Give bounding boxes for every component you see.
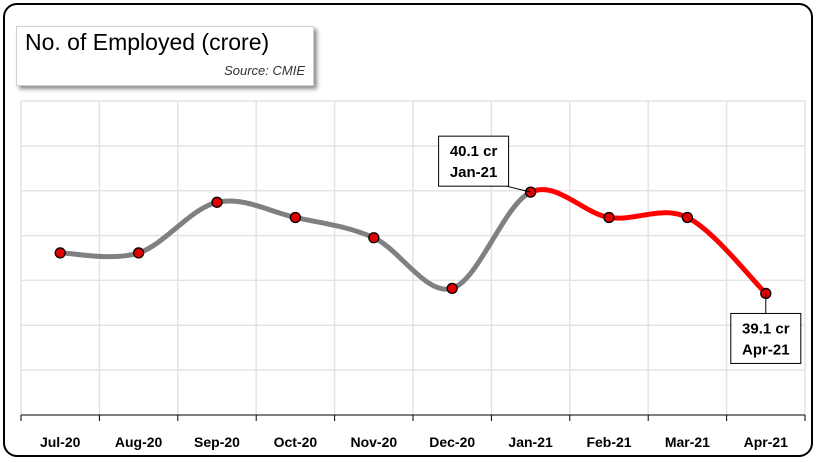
title-box: No. of Employed (crore) Source: CMIE [16, 26, 314, 86]
line-chart: Jul-20 Aug-20 Sep-20 Oct-20 Nov-20 Dec-20 Jan-… [20, 100, 806, 450]
chart-source: Source: CMIE [224, 63, 305, 78]
x-tick-label: Mar-21 [665, 434, 710, 450]
data-point [132, 247, 145, 259]
x-tick-label: Aug-20 [115, 434, 163, 450]
x-tick-label: Jul-20 [40, 434, 81, 450]
data-point [446, 282, 458, 295]
data-callout: 40.1 cr Jan-21 [438, 135, 531, 193]
data-point [681, 211, 694, 224]
callout-box [730, 312, 802, 364]
callout-label: Jan-21 [450, 164, 498, 181]
series-line-after [528, 187, 769, 296]
data-point [211, 196, 223, 208]
callout-label: 39.1 cr [742, 320, 790, 337]
callout-label: 40.1 cr [450, 143, 498, 160]
x-tick-label: Jan-21 [508, 434, 553, 450]
data-point [289, 211, 302, 224]
x-tick-label: Apr-21 [744, 434, 789, 450]
data-point [603, 211, 615, 224]
x-tick-label: Oct-20 [274, 434, 318, 450]
x-tick-label: Nov-20 [350, 434, 397, 450]
data-callout: 39.1 cr Apr-21 [730, 293, 802, 364]
chart-frame: Jul-20 Aug-20 Sep-20 Oct-20 Nov-20 Dec-20 Jan-… [3, 3, 813, 457]
x-tick-label: Feb-21 [586, 434, 631, 450]
data-point [368, 232, 380, 244]
data-point [54, 247, 66, 259]
callout-box [438, 135, 510, 187]
callout-leader [506, 185, 531, 193]
x-tick-label: Dec-20 [429, 434, 475, 450]
x-tick-label: Sep-20 [194, 434, 240, 450]
chart-title: No. of Employed (crore) [25, 29, 270, 55]
callout-label: Apr-21 [742, 341, 790, 358]
